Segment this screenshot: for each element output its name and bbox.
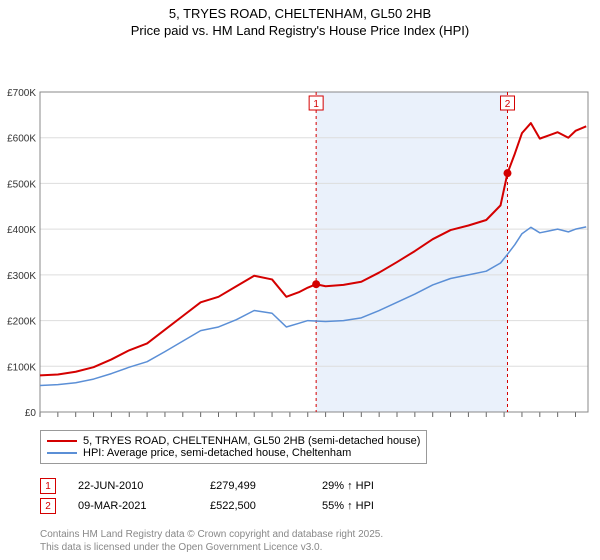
y-tick-label: £600K xyxy=(7,133,36,144)
legend-label: HPI: Average price, semi-detached house,… xyxy=(83,447,351,459)
marker-date: 22-JUN-2010 xyxy=(78,480,188,492)
legend-row: 5, TRYES ROAD, CHELTENHAM, GL50 2HB (sem… xyxy=(47,435,420,447)
legend-swatch xyxy=(47,452,77,454)
marker-delta: 55% ↑ HPI xyxy=(322,500,412,512)
marker-price: £522,500 xyxy=(210,500,300,512)
title-address: 5, TRYES ROAD, CHELTENHAM, GL50 2HB xyxy=(0,6,600,23)
marker-price: £279,499 xyxy=(210,480,300,492)
copyright-notice: Contains HM Land Registry data © Crown c… xyxy=(40,528,383,554)
marker-delta: 29% ↑ HPI xyxy=(322,480,412,492)
y-tick-label: £200K xyxy=(7,316,36,327)
sale-marker-badge-text: 2 xyxy=(505,99,511,110)
marker-table-row: 1 22-JUN-2010 £279,499 29% ↑ HPI xyxy=(40,478,412,494)
chart-container: 5, TRYES ROAD, CHELTENHAM, GL50 2HB Pric… xyxy=(0,0,600,560)
y-tick-label: £500K xyxy=(7,179,36,190)
marker-table-row: 2 09-MAR-2021 £522,500 55% ↑ HPI xyxy=(40,498,412,514)
legend: 5, TRYES ROAD, CHELTENHAM, GL50 2HB (sem… xyxy=(40,430,427,464)
y-tick-label: £0 xyxy=(25,408,37,419)
marker-badge: 1 xyxy=(40,478,56,494)
marker-date: 09-MAR-2021 xyxy=(78,500,188,512)
marker-badge: 2 xyxy=(40,498,56,514)
y-tick-label: £400K xyxy=(7,225,36,236)
line-chart: £0£100K£200K£300K£400K£500K£600K£700K199… xyxy=(0,40,600,420)
sale-dot xyxy=(503,169,511,177)
y-tick-label: £100K xyxy=(7,362,36,373)
sale-marker-table: 1 22-JUN-2010 £279,499 29% ↑ HPI 2 09-MAR-202… xyxy=(40,478,412,518)
legend-row: HPI: Average price, semi-detached house,… xyxy=(47,447,420,459)
sale-dot xyxy=(312,280,320,288)
chart-title: 5, TRYES ROAD, CHELTENHAM, GL50 2HB Pric… xyxy=(0,0,600,40)
sale-marker-badge-text: 1 xyxy=(313,99,319,110)
legend-label: 5, TRYES ROAD, CHELTENHAM, GL50 2HB (sem… xyxy=(83,435,420,447)
legend-swatch xyxy=(47,440,77,442)
y-tick-label: £300K xyxy=(7,271,36,282)
copyright-line2: This data is licensed under the Open Gov… xyxy=(40,541,383,554)
copyright-line1: Contains HM Land Registry data © Crown c… xyxy=(40,528,383,541)
title-subtitle: Price paid vs. HM Land Registry's House … xyxy=(0,23,600,40)
y-tick-label: £700K xyxy=(7,88,36,99)
